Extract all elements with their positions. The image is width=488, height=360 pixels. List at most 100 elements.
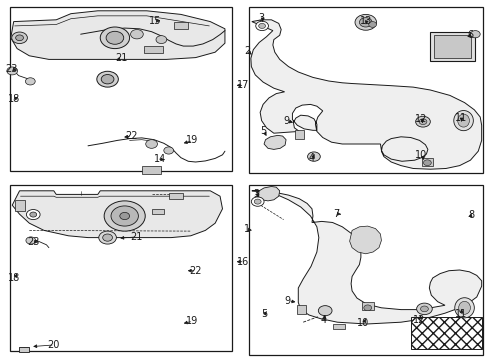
Polygon shape bbox=[258, 186, 279, 201]
Polygon shape bbox=[251, 191, 481, 324]
Bar bbox=[361, 302, 373, 310]
Text: 12: 12 bbox=[412, 315, 425, 325]
Circle shape bbox=[251, 197, 264, 206]
Bar bbox=[429, 32, 474, 61]
Circle shape bbox=[104, 201, 145, 231]
Bar bbox=[249, 185, 482, 355]
Ellipse shape bbox=[457, 114, 468, 127]
Circle shape bbox=[258, 23, 265, 28]
Circle shape bbox=[363, 305, 371, 311]
Bar bbox=[433, 35, 470, 58]
Text: 18: 18 bbox=[7, 273, 20, 283]
Polygon shape bbox=[349, 226, 381, 254]
Bar bbox=[173, 22, 188, 29]
Text: 22: 22 bbox=[124, 131, 137, 141]
Circle shape bbox=[145, 140, 157, 148]
Text: 12: 12 bbox=[414, 114, 427, 124]
Circle shape bbox=[318, 306, 331, 316]
Text: 17: 17 bbox=[237, 80, 249, 90]
Text: 1: 1 bbox=[244, 224, 249, 234]
Bar bbox=[249, 7, 482, 173]
Text: 2: 2 bbox=[244, 46, 249, 56]
Circle shape bbox=[120, 212, 129, 220]
Circle shape bbox=[307, 152, 320, 161]
Circle shape bbox=[26, 210, 40, 220]
Text: 4: 4 bbox=[308, 153, 314, 163]
Text: 16: 16 bbox=[237, 257, 249, 267]
Bar bbox=[144, 46, 163, 53]
Circle shape bbox=[418, 119, 426, 125]
Ellipse shape bbox=[454, 298, 473, 318]
Text: 5: 5 bbox=[261, 309, 266, 319]
Polygon shape bbox=[410, 317, 481, 349]
Circle shape bbox=[25, 78, 35, 85]
Circle shape bbox=[354, 14, 376, 30]
Circle shape bbox=[163, 147, 173, 154]
Polygon shape bbox=[12, 191, 222, 238]
Circle shape bbox=[420, 306, 427, 312]
Text: 9: 9 bbox=[284, 296, 290, 306]
Text: 10: 10 bbox=[356, 318, 368, 328]
Text: 14: 14 bbox=[154, 154, 166, 165]
Bar bbox=[15, 200, 25, 211]
Text: 13: 13 bbox=[359, 16, 371, 26]
Text: 22: 22 bbox=[189, 266, 202, 276]
Polygon shape bbox=[11, 11, 224, 59]
Ellipse shape bbox=[453, 111, 472, 131]
Circle shape bbox=[423, 160, 430, 166]
Circle shape bbox=[99, 231, 116, 244]
Text: 9: 9 bbox=[283, 116, 288, 126]
Text: 7: 7 bbox=[333, 209, 339, 219]
Circle shape bbox=[416, 303, 431, 315]
Text: 18: 18 bbox=[7, 94, 20, 104]
Text: 19: 19 bbox=[185, 135, 198, 145]
Circle shape bbox=[100, 27, 129, 49]
Bar bbox=[168, 193, 183, 199]
Bar bbox=[297, 305, 305, 314]
Text: 19: 19 bbox=[185, 316, 198, 326]
Text: 5: 5 bbox=[260, 126, 265, 136]
Bar bbox=[151, 209, 163, 214]
Text: 3: 3 bbox=[258, 13, 264, 23]
Circle shape bbox=[368, 22, 376, 27]
Bar bbox=[421, 158, 432, 166]
Text: 21: 21 bbox=[129, 232, 142, 242]
Bar bbox=[142, 166, 161, 174]
Circle shape bbox=[26, 237, 36, 244]
Ellipse shape bbox=[458, 301, 469, 314]
Circle shape bbox=[97, 71, 118, 87]
Text: 11: 11 bbox=[453, 309, 466, 319]
Circle shape bbox=[254, 199, 261, 204]
Circle shape bbox=[156, 36, 166, 44]
Circle shape bbox=[106, 31, 123, 44]
Bar bbox=[10, 185, 232, 351]
Polygon shape bbox=[250, 20, 481, 169]
Circle shape bbox=[16, 35, 23, 41]
Text: 8: 8 bbox=[468, 210, 474, 220]
Text: 6: 6 bbox=[467, 30, 473, 40]
Circle shape bbox=[7, 67, 18, 75]
Bar bbox=[294, 130, 303, 139]
Bar bbox=[10, 7, 232, 171]
Circle shape bbox=[359, 18, 371, 27]
Bar bbox=[107, 32, 117, 37]
Text: 4: 4 bbox=[320, 315, 326, 325]
Circle shape bbox=[130, 30, 143, 39]
Bar bbox=[19, 347, 29, 352]
Text: 15: 15 bbox=[149, 16, 162, 26]
Circle shape bbox=[255, 21, 268, 31]
Polygon shape bbox=[264, 135, 285, 149]
Text: 20: 20 bbox=[47, 340, 60, 350]
Bar bbox=[332, 324, 344, 329]
Text: 23: 23 bbox=[5, 64, 18, 74]
Circle shape bbox=[111, 206, 138, 226]
Circle shape bbox=[102, 234, 112, 241]
Text: 23: 23 bbox=[27, 237, 40, 247]
Circle shape bbox=[469, 31, 479, 38]
Circle shape bbox=[12, 32, 27, 44]
Circle shape bbox=[101, 75, 114, 84]
Text: 21: 21 bbox=[115, 53, 127, 63]
Text: 3: 3 bbox=[253, 189, 259, 199]
Text: 10: 10 bbox=[414, 150, 427, 160]
Text: 11: 11 bbox=[453, 113, 466, 123]
